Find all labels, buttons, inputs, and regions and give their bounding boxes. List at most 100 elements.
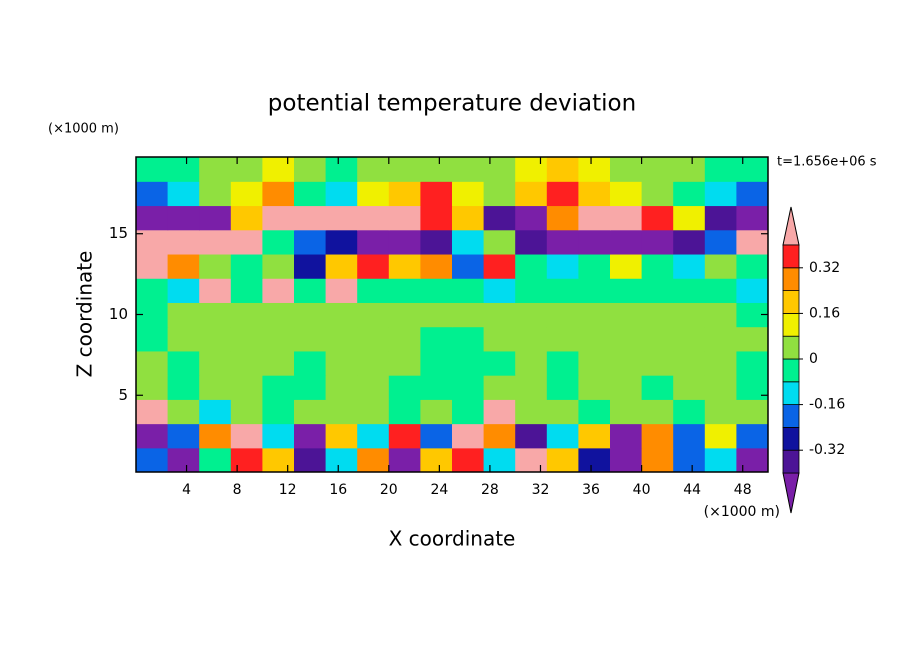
- contour-cell: [357, 205, 390, 231]
- contour-cell: [704, 253, 737, 279]
- contour-cell: [230, 181, 263, 207]
- contour-cell: [546, 181, 579, 207]
- contour-cell: [736, 253, 768, 279]
- contour-cell: [325, 205, 358, 231]
- colorbar-tick-label: -0.32: [809, 442, 845, 458]
- contour-cell: [483, 205, 516, 231]
- contour-cell: [294, 326, 327, 352]
- contour-cell: [515, 447, 548, 472]
- contour-cell: [357, 181, 390, 207]
- contour-cell: [136, 399, 169, 425]
- contour-cell: [641, 399, 674, 425]
- contour-cell: [262, 229, 295, 255]
- contour-cell: [452, 350, 485, 376]
- contour-cell: [578, 326, 611, 352]
- contour-cell: [167, 302, 200, 328]
- contour-cell: [704, 278, 737, 303]
- contour-cell: [673, 350, 706, 376]
- contour-cell: [452, 302, 485, 328]
- x-tick-label: 32: [532, 482, 550, 498]
- contour-cell: [578, 205, 611, 231]
- contour-cell: [673, 205, 706, 231]
- contour-cell: [483, 157, 516, 182]
- contour-cell: [388, 253, 421, 279]
- contour-cell: [610, 229, 643, 255]
- contour-cell: [452, 278, 485, 303]
- contour-cell: [704, 326, 737, 352]
- contour-cell: [483, 253, 516, 279]
- contour-cell: [262, 302, 295, 328]
- contour-cell: [230, 350, 263, 376]
- contour-cell: [673, 399, 706, 425]
- y-unit: (×1000 m): [48, 122, 119, 137]
- contour-cell: [199, 399, 232, 425]
- contour-cell: [483, 350, 516, 376]
- contour-cell: [578, 253, 611, 279]
- contour-cell: [673, 447, 706, 472]
- contour-cell: [452, 447, 485, 472]
- contour-cell: [546, 253, 579, 279]
- contour-cell: [388, 399, 421, 425]
- colorbar-box: [782, 426, 800, 451]
- contour-cell: [578, 350, 611, 376]
- contour-cell: [388, 350, 421, 376]
- contour-cell: [483, 278, 516, 303]
- contour-cell: [704, 350, 737, 376]
- contour-cell: [230, 447, 263, 472]
- contour-cell: [704, 229, 737, 255]
- contour-cell: [388, 447, 421, 472]
- contour-cell: [420, 399, 453, 425]
- colorbar-tick-label: 0.16: [809, 305, 840, 321]
- contour-cell: [452, 253, 485, 279]
- contour-cell: [610, 278, 643, 303]
- contour-cell: [704, 423, 737, 449]
- contour-cell: [420, 181, 453, 207]
- contour-cell: [420, 157, 453, 182]
- contour-cell: [515, 205, 548, 231]
- colorbar-tick-label: -0.16: [809, 397, 845, 413]
- contour-cell: [483, 326, 516, 352]
- contour-cell: [357, 157, 390, 182]
- contour-cell: [610, 326, 643, 352]
- y-tick-label: 15: [109, 224, 128, 242]
- contour-cell: [578, 375, 611, 400]
- contour-cell: [546, 302, 579, 328]
- contour-cell: [641, 326, 674, 352]
- contour-cell: [167, 205, 200, 231]
- contour-cell: [610, 399, 643, 425]
- contour-cell: [199, 157, 232, 182]
- contour-cell: [262, 375, 295, 400]
- contour-cell: [325, 447, 358, 472]
- contour-cell: [167, 157, 200, 182]
- contour-cell: [357, 278, 390, 303]
- contour-cell: [736, 326, 768, 352]
- contour-cell: [357, 423, 390, 449]
- contour-cell: [483, 447, 516, 472]
- chart-title: potential temperature deviation: [268, 91, 636, 117]
- contour-cell: [546, 375, 579, 400]
- contour-cell: [357, 326, 390, 352]
- contour-cell: [230, 278, 263, 303]
- y-axis-label: Z coordinate: [73, 251, 97, 378]
- contour-cell: [704, 181, 737, 207]
- contour-cell: [325, 278, 358, 303]
- contour-cell: [262, 157, 295, 182]
- contour-cell: [199, 205, 232, 231]
- contour-cell: [515, 253, 548, 279]
- contour-cell: [262, 399, 295, 425]
- contour-cell: [420, 350, 453, 376]
- contour-cell: [136, 205, 169, 231]
- contour-cell: [673, 375, 706, 400]
- contour-cell: [388, 278, 421, 303]
- contour-cell: [420, 229, 453, 255]
- contour-cell: [325, 253, 358, 279]
- colorbar-box: [782, 449, 800, 474]
- contour-cell: [641, 350, 674, 376]
- contour-cell: [420, 205, 453, 231]
- contour-cell: [262, 447, 295, 472]
- colorbar-box: [782, 267, 800, 291]
- contour-cell: [515, 326, 548, 352]
- contour-cell: [736, 350, 768, 376]
- contour-cell: [452, 181, 485, 207]
